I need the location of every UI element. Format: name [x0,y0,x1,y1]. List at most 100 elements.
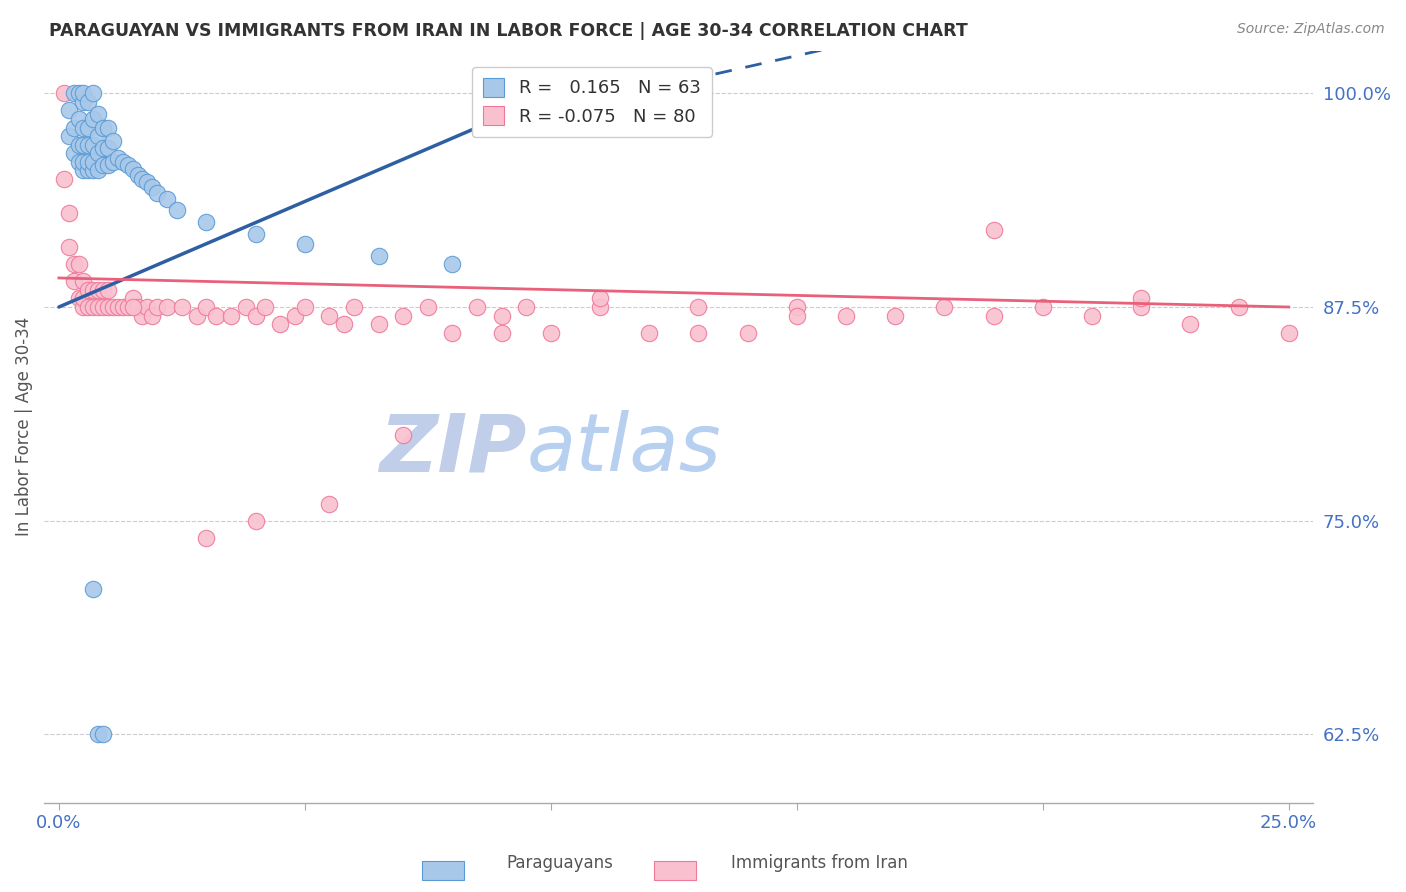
Point [72,87,94,101]
Point [62,120,84,135]
Point [82,300,104,314]
Point [97,300,120,314]
Point [121,292,143,306]
Point [72,292,94,306]
Point [688,300,710,314]
Point [67,154,90,169]
Point [235,300,257,314]
Point [72,137,94,152]
Point [186,309,208,323]
Point [87,283,110,297]
Point [688,326,710,340]
Point [82,283,104,297]
Point [146,186,169,200]
Point [67,87,90,101]
Point [983,223,1005,237]
Point [254,300,277,314]
Text: PARAGUAYAN VS IMMIGRANTS FROM IRAN IN LABOR FORCE | AGE 30-34 CORRELATION CHART: PARAGUAYAN VS IMMIGRANTS FROM IRAN IN LA… [49,22,967,40]
Point [136,175,159,189]
Text: Paraguayans: Paraguayans [506,855,613,872]
Point [77,95,100,109]
Point [91,283,114,297]
Point [97,141,120,155]
Point [82,112,104,126]
Point [72,300,94,314]
Point [62,274,84,288]
Point [87,163,110,178]
Point [589,300,612,314]
Point [67,112,90,126]
Point [91,141,114,155]
Point [87,300,110,314]
Point [934,300,956,314]
Text: Immigrants from Iran: Immigrants from Iran [731,855,908,872]
Point [589,292,612,306]
Y-axis label: In Labor Force | Age 30-34: In Labor Force | Age 30-34 [15,317,32,536]
Point [884,309,907,323]
Point [117,158,139,172]
Point [205,309,228,323]
Point [195,531,218,545]
Point [392,428,415,442]
Point [1130,300,1153,314]
Point [1278,326,1301,340]
Point [91,300,114,314]
Point [62,257,84,271]
Point [141,309,163,323]
Point [491,326,513,340]
Point [101,300,124,314]
Point [62,146,84,161]
Point [101,134,124,148]
Point [97,120,120,135]
Point [333,317,356,331]
Point [91,158,114,172]
Point [245,309,267,323]
Point [97,158,120,172]
Point [87,107,110,121]
Point [170,300,193,314]
Point [52,172,75,186]
Point [195,214,218,228]
Point [82,582,104,596]
Point [835,309,858,323]
Point [294,300,316,314]
Point [67,292,90,306]
Point [343,300,366,314]
Point [294,236,316,251]
Point [284,309,307,323]
Point [72,154,94,169]
Point [1229,300,1251,314]
Point [82,154,104,169]
Point [101,154,124,169]
Text: atlas: atlas [526,410,721,488]
Point [146,300,169,314]
Point [77,283,100,297]
Point [441,326,464,340]
Text: ZIP: ZIP [380,410,526,488]
Point [127,300,149,314]
Point [269,317,291,331]
Point [786,309,808,323]
Point [82,87,104,101]
Point [367,249,389,263]
Point [58,206,80,220]
Point [245,514,267,528]
Point [87,146,110,161]
Point [58,129,80,144]
Point [156,192,179,206]
Point [121,161,143,176]
Point [77,137,100,152]
Point [111,300,134,314]
Point [77,120,100,135]
Point [91,727,114,741]
Point [87,129,110,144]
Legend: R =   0.165   N = 63, R = -0.075   N = 80: R = 0.165 N = 63, R = -0.075 N = 80 [472,67,711,136]
Point [52,87,75,101]
Point [58,240,80,254]
Text: Source: ZipAtlas.com: Source: ZipAtlas.com [1237,22,1385,37]
Point [117,300,139,314]
Point [107,300,129,314]
Point [136,300,159,314]
Point [318,497,340,511]
Point [72,163,94,178]
